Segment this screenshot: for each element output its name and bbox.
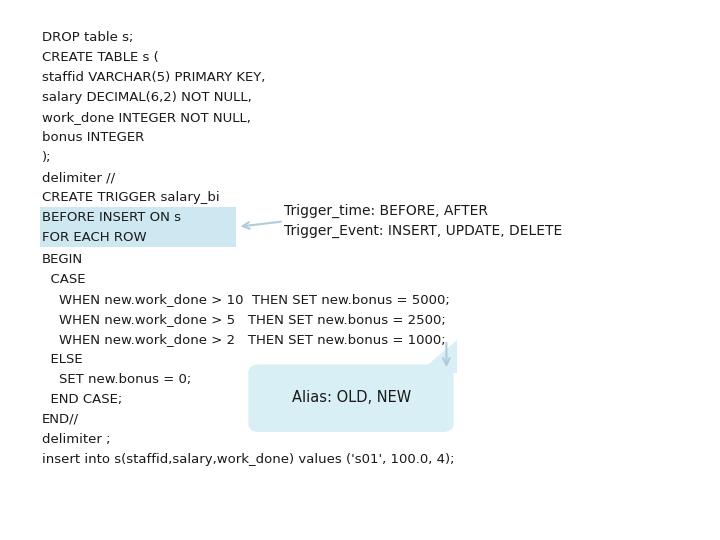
- Polygon shape: [418, 340, 457, 373]
- Text: DROP table s;: DROP table s;: [42, 31, 133, 44]
- Text: );: );: [42, 151, 51, 164]
- Text: Alias: OLD, NEW: Alias: OLD, NEW: [292, 390, 411, 406]
- Text: WHEN new.work_done > 5   THEN SET new.bonus = 2500;: WHEN new.work_done > 5 THEN SET new.bonu…: [42, 313, 446, 326]
- Text: CASE: CASE: [42, 273, 85, 286]
- Text: END CASE;: END CASE;: [42, 393, 122, 406]
- Text: END//: END//: [42, 413, 79, 426]
- Text: delimiter ;: delimiter ;: [42, 433, 110, 446]
- Text: WHEN new.work_done > 10  THEN SET new.bonus = 5000;: WHEN new.work_done > 10 THEN SET new.bon…: [42, 293, 449, 306]
- Text: CREATE TRIGGER salary_bi: CREATE TRIGGER salary_bi: [42, 191, 220, 204]
- Text: delimiter //: delimiter //: [42, 171, 115, 184]
- Text: BEFORE INSERT ON s: BEFORE INSERT ON s: [42, 211, 181, 224]
- Text: ELSE: ELSE: [42, 353, 82, 366]
- Text: bonus INTEGER: bonus INTEGER: [42, 131, 144, 144]
- Text: SET new.bonus = 0;: SET new.bonus = 0;: [42, 373, 191, 386]
- Text: WHEN new.work_done > 2   THEN SET new.bonus = 1000;: WHEN new.work_done > 2 THEN SET new.bonu…: [42, 333, 446, 346]
- FancyBboxPatch shape: [40, 207, 236, 247]
- Text: FOR EACH ROW: FOR EACH ROW: [42, 231, 146, 244]
- FancyBboxPatch shape: [248, 364, 454, 432]
- Text: Trigger_Event: INSERT, UPDATE, DELETE: Trigger_Event: INSERT, UPDATE, DELETE: [284, 224, 562, 238]
- Text: Trigger_time: BEFORE, AFTER: Trigger_time: BEFORE, AFTER: [284, 204, 488, 218]
- Text: insert into s(staffid,salary,work_done) values ('s01', 100.0, 4);: insert into s(staffid,salary,work_done) …: [42, 453, 454, 465]
- Text: work_done INTEGER NOT NULL,: work_done INTEGER NOT NULL,: [42, 111, 251, 124]
- Text: BEGIN: BEGIN: [42, 253, 83, 266]
- Text: salary DECIMAL(6,2) NOT NULL,: salary DECIMAL(6,2) NOT NULL,: [42, 91, 251, 104]
- Text: CREATE TABLE s (: CREATE TABLE s (: [42, 51, 158, 64]
- Text: staffid VARCHAR(5) PRIMARY KEY,: staffid VARCHAR(5) PRIMARY KEY,: [42, 71, 265, 84]
